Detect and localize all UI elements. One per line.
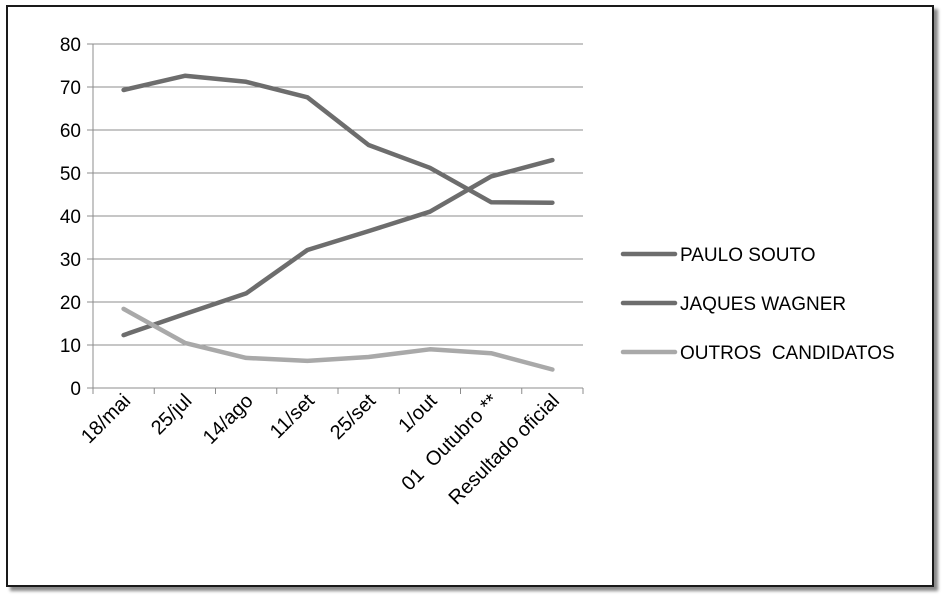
y-tick-label: 40 xyxy=(60,207,81,228)
x-tick-label: 25/set xyxy=(326,390,380,444)
y-tick-label: 10 xyxy=(60,336,81,357)
series-line-1 xyxy=(121,157,555,338)
legend: PAULO SOUTO JAQUES WAGNER OUTROS CANDIDATO… xyxy=(620,245,895,364)
x-tick-label: 1/out xyxy=(394,390,441,437)
x-tick-label: 14/ago xyxy=(199,390,258,449)
line-chart: 0 10 20 30 40 50 60 70 80 18/mai 25/jul 14/ago 11/s… xyxy=(60,35,895,510)
legend-label: PAULO SOUTO xyxy=(680,245,816,266)
x-tick-label: 18/mai xyxy=(77,390,135,448)
y-tick-label: 50 xyxy=(60,164,81,185)
y-tick-labels: 0 10 20 30 40 50 60 70 80 xyxy=(60,35,81,400)
series-line-0 xyxy=(121,73,555,205)
x-tick-label: 25/jul xyxy=(147,390,196,439)
axes xyxy=(87,43,584,394)
series-lines xyxy=(121,73,555,372)
y-tick-label: 80 xyxy=(60,35,81,56)
legend-label: OUTROS CANDIDATOS xyxy=(680,343,895,364)
series-line-2 xyxy=(121,306,555,372)
grid-lines xyxy=(93,43,583,346)
y-tick-label: 60 xyxy=(60,121,81,142)
x-tick-label: Resultado oficial xyxy=(445,390,564,509)
y-tick-label: 30 xyxy=(60,250,81,271)
chart-frame: 0 10 20 30 40 50 60 70 80 18/mai 25/jul 14/ago 11/s… xyxy=(6,5,934,587)
y-tick-label: 20 xyxy=(60,293,81,314)
legend-label: JAQUES WAGNER xyxy=(680,294,846,315)
x-tick-label: 11/set xyxy=(266,390,319,443)
y-tick-label: 70 xyxy=(60,78,81,99)
y-tick-label: 0 xyxy=(70,379,81,400)
